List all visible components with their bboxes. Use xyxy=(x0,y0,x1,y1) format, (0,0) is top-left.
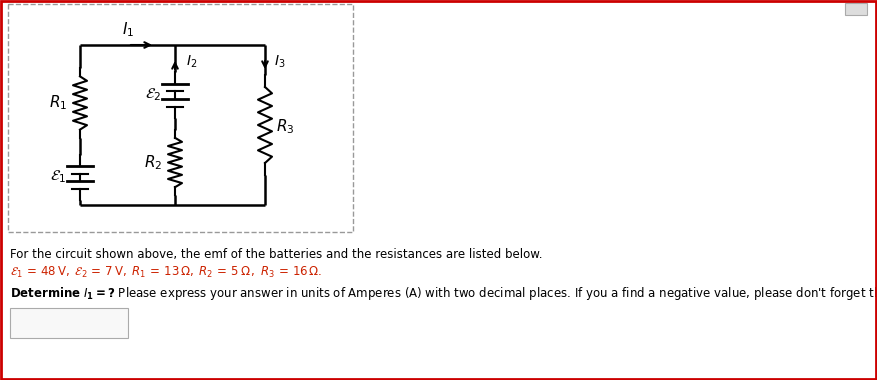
Text: $R_3$: $R_3$ xyxy=(275,118,295,136)
Bar xyxy=(10,308,128,338)
Text: $I_3$: $I_3$ xyxy=(275,54,286,70)
Text: $I_2$: $I_2$ xyxy=(186,54,197,70)
Text: For the circuit shown above, the emf of the batteries and the resistances are li: For the circuit shown above, the emf of … xyxy=(10,248,543,261)
Text: $\mathcal{E}_1$: $\mathcal{E}_1$ xyxy=(50,169,66,185)
Bar xyxy=(845,3,867,15)
Text: $\mathcal{E}_2$: $\mathcal{E}_2$ xyxy=(145,87,161,103)
Text: $\mathcal{E}_1$$\,=\,48\,\mathrm{V},\;\mathcal{E}_2\,=\,7\,\mathrm{V},\;R_1\,=\,: $\mathcal{E}_1$$\,=\,48\,\mathrm{V},\;\m… xyxy=(10,265,323,280)
Bar xyxy=(8,4,353,232)
Text: $\mathbf{Determine}$ $\mathbf{\mathit{I}_1}$$\mathbf{=?}$ Please express your an: $\mathbf{Determine}$ $\mathbf{\mathit{I}… xyxy=(10,285,877,302)
Text: $R_2$: $R_2$ xyxy=(144,154,162,173)
Text: $I_1$: $I_1$ xyxy=(122,21,134,40)
Text: $R_1$: $R_1$ xyxy=(49,93,68,112)
